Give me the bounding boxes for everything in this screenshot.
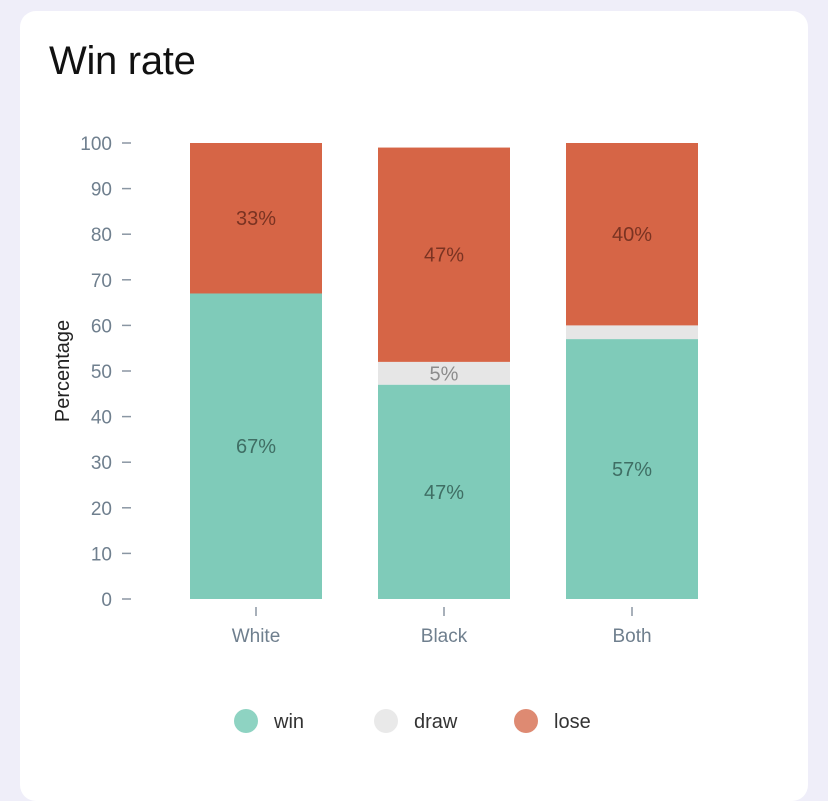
legend-marker-draw <box>374 709 398 733</box>
data-label-win-black: 47% <box>424 482 464 504</box>
y-tick-label: 0 <box>101 590 112 611</box>
bar-segment-lose-white <box>190 143 322 294</box>
data-label-win-both: 57% <box>612 459 652 481</box>
y-tick-label: 90 <box>91 180 112 201</box>
legend-label-win: win <box>273 711 304 733</box>
y-axis-title: Percentage <box>52 320 74 422</box>
legend-label-lose: lose <box>554 711 591 733</box>
chart-title: Win rate <box>49 39 196 83</box>
y-tick-label: 10 <box>91 544 112 565</box>
bar-segment-win-both <box>566 339 698 599</box>
y-tick-label: 100 <box>80 134 112 155</box>
y-tick-label: 60 <box>91 316 112 337</box>
y-tick-label: 30 <box>91 453 112 474</box>
data-label-draw-black: 5% <box>430 363 459 385</box>
bar-segment-win-white <box>190 293 322 599</box>
bar-segment-draw-black <box>378 361 510 385</box>
legend-marker-win <box>234 709 258 733</box>
x-tick-label: White <box>232 626 281 647</box>
y-tick-label: 70 <box>91 271 112 292</box>
data-label-lose-both: 40% <box>612 224 652 246</box>
win-rate-chart: 0 10 20 30 40 50 60 70 80 90 100 Percentage 67% 33% Wh… <box>52 134 698 733</box>
y-tick-label: 50 <box>91 362 112 383</box>
bar-segment-lose-both <box>566 143 698 326</box>
data-label-lose-black: 47% <box>424 245 464 267</box>
data-label-win-white: 67% <box>236 436 276 458</box>
bar-segment-draw-both <box>566 325 698 340</box>
data-label-lose-white: 33% <box>236 208 276 230</box>
y-tick-label: 80 <box>91 225 112 246</box>
y-tick-label: 20 <box>91 499 112 520</box>
x-tick-label: Both <box>612 626 651 647</box>
y-tick-label: 40 <box>91 408 112 429</box>
bar-segment-lose-black <box>378 147 510 362</box>
bar-segment-win-black <box>378 384 510 599</box>
x-tick-label: Black <box>421 626 468 647</box>
legend-label-draw: draw <box>414 711 458 733</box>
legend-marker-lose <box>514 709 538 733</box>
